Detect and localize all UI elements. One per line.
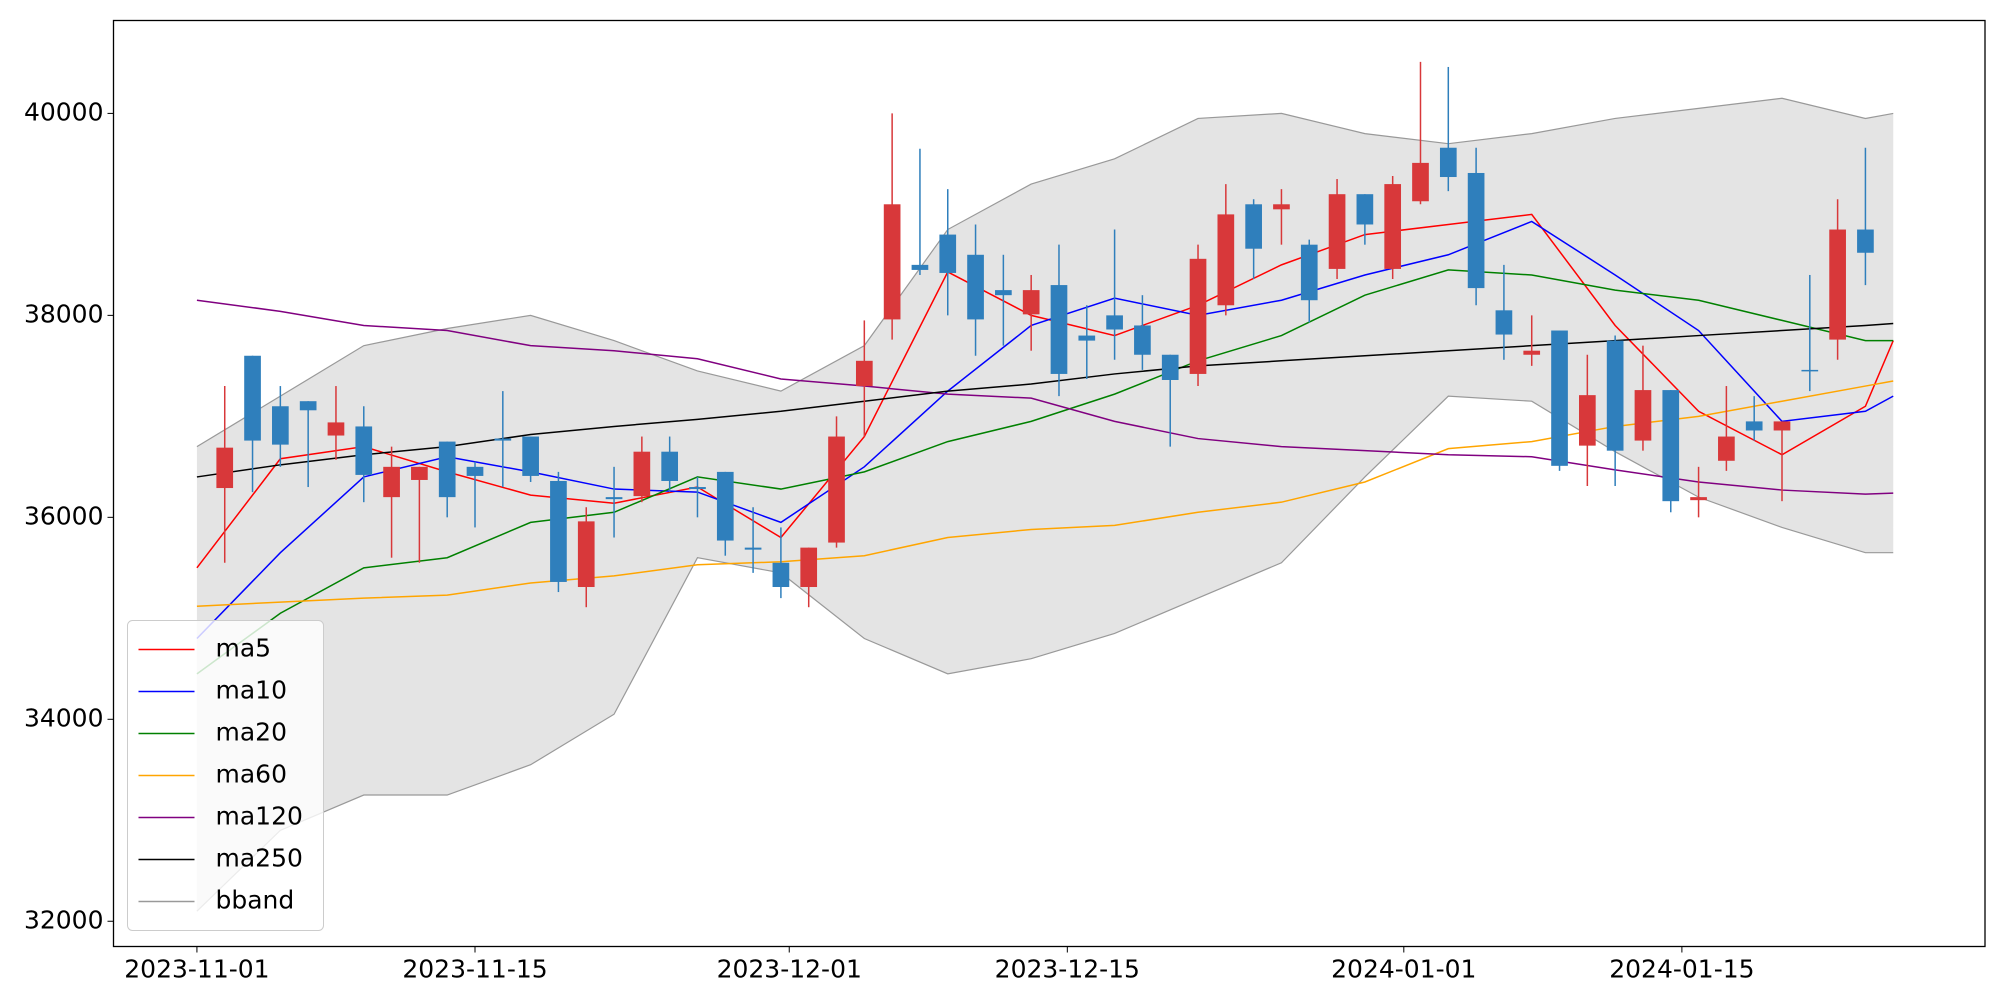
candle-body [1606, 340, 1624, 451]
candle-body [1801, 369, 1819, 372]
legend: ma5 ma10 ma20 ma60 ma120 ma250 bband [127, 620, 324, 931]
x-tick-label: 2023-11-01 [124, 955, 269, 984]
legend-box [127, 620, 324, 931]
candle-body [1217, 214, 1235, 306]
x-tick-label: 2024-01-15 [1609, 955, 1754, 984]
candle-body [327, 422, 345, 436]
axes-frame [112, 19, 1986, 948]
candle-body [438, 441, 456, 498]
candle-body [1300, 244, 1318, 301]
candle-body [494, 438, 512, 441]
x-tick-label: 2023-12-15 [995, 955, 1140, 984]
x-tick-label: 2023-11-15 [402, 955, 547, 984]
candle-body [1078, 335, 1096, 341]
candle-body [1551, 330, 1568, 466]
legend-label: ma250 [216, 844, 303, 873]
candle-body [1662, 390, 1680, 502]
band-edge [196, 395, 1894, 912]
plot-area [196, 61, 1894, 912]
candle-body [1189, 258, 1207, 374]
candle-body [216, 447, 234, 489]
candle-body [577, 521, 595, 588]
candle-body [716, 471, 734, 541]
candle-body [1356, 194, 1374, 225]
candle-body [1412, 162, 1429, 202]
candle-body [1634, 390, 1652, 441]
ma-line [196, 299, 1894, 495]
band-edge [196, 97, 1894, 448]
ma-line [196, 213, 1894, 569]
x-tick-label: 2023-12-01 [717, 955, 862, 984]
y-tick-label: 34000 [24, 703, 104, 732]
candle-body [1106, 315, 1123, 330]
candle-body [855, 360, 873, 387]
candle-body [299, 401, 317, 411]
y-tick-label: 38000 [24, 299, 104, 328]
legend-label: ma20 [216, 718, 287, 747]
y-tick-label: 36000 [24, 501, 104, 530]
candle-body [800, 547, 818, 588]
ma-line [196, 322, 1894, 478]
candle-body [1578, 395, 1596, 446]
legend-label: ma10 [216, 676, 287, 705]
candle-body [995, 290, 1012, 296]
candle-body [1495, 310, 1513, 335]
candle-body [661, 451, 679, 481]
candle-body [633, 451, 651, 497]
candle-body [1328, 194, 1346, 269]
candle-body [1718, 436, 1735, 461]
x-tick-label: 2024-01-01 [1331, 955, 1476, 984]
legend-label: bband [216, 886, 295, 915]
candle-body [1273, 204, 1290, 210]
candle-body [550, 480, 567, 582]
ma-line [196, 269, 1894, 675]
candle-body [1022, 290, 1040, 315]
candle-body [1134, 325, 1151, 355]
y-tick-label: 32000 [24, 905, 104, 934]
candle-body [967, 254, 984, 320]
candle-body [411, 466, 428, 480]
candle-body [1384, 184, 1402, 269]
ma-line [196, 380, 1894, 607]
candle-body [1050, 285, 1068, 374]
candle-body [689, 487, 706, 490]
candle-body [1523, 350, 1541, 355]
candle-body [1690, 497, 1707, 501]
candle-body [466, 466, 484, 476]
candle-body [1245, 204, 1262, 249]
candle-body [1161, 354, 1179, 380]
candle-body [605, 497, 623, 500]
bollinger-band [196, 98, 1894, 912]
candle-body [883, 204, 901, 320]
candle-body [1829, 229, 1846, 340]
candle-body [244, 355, 261, 441]
candle-body [1439, 147, 1457, 178]
candle-body [911, 264, 929, 270]
candle-body [939, 234, 957, 273]
candle-body [522, 436, 539, 476]
candle-body [828, 436, 845, 543]
candle-body [355, 426, 373, 475]
legend-label: ma5 [216, 634, 272, 663]
candle-body [1745, 421, 1763, 431]
legend-label: ma60 [216, 760, 287, 789]
candle-body [272, 406, 289, 445]
candle-body [772, 562, 790, 588]
candle-body [1773, 421, 1791, 431]
ma-line [196, 220, 1894, 640]
candle-body [383, 466, 400, 498]
candle-body [1857, 229, 1874, 253]
y-tick-label: 40000 [24, 97, 104, 126]
legend-label: ma120 [216, 802, 303, 831]
candle-body [1467, 172, 1485, 289]
candle-body [744, 547, 762, 550]
